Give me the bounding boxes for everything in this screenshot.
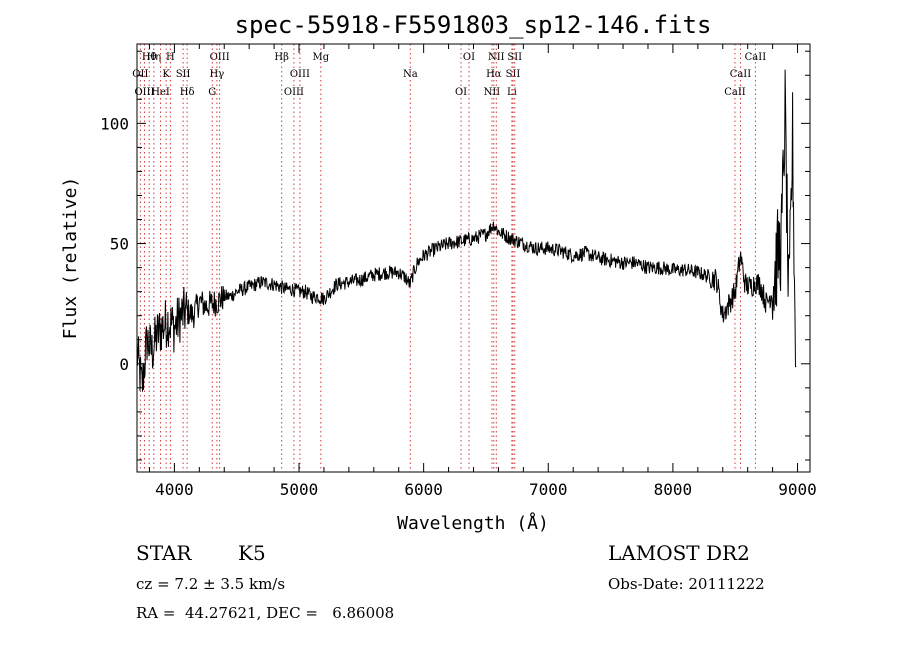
- x-tick-label: 7000: [529, 480, 568, 499]
- marker-label: Hη: [146, 52, 161, 63]
- marker-label: H: [166, 52, 175, 63]
- marker-label: OI: [463, 52, 475, 63]
- x-tick-label: 4000: [155, 480, 194, 499]
- marker-label: NII: [484, 87, 501, 98]
- object-type: STAR: [136, 541, 192, 565]
- marker-label: SII: [506, 69, 521, 80]
- coordinates: RA = 44.27621, DEC = 6.86008: [136, 604, 395, 622]
- x-axis-label: Wavelength (Å): [397, 512, 549, 534]
- marker-label: CaII: [730, 69, 752, 80]
- y-tick-label: 100: [100, 114, 129, 133]
- y-tick-label: 0: [119, 355, 129, 374]
- marker-label: CaII: [724, 87, 746, 98]
- marker-label: OII: [132, 69, 148, 80]
- marker-label: SII: [507, 52, 522, 63]
- marker-label: CaII: [745, 52, 767, 63]
- spectrum-chart: spec-55918-F5591803_sp12-146.fits Hθ OII O…: [60, 11, 817, 534]
- marker-label: Hβ: [274, 52, 289, 63]
- marker-label: OI: [455, 87, 467, 98]
- marker-label: Li: [507, 87, 517, 98]
- marker-label: OIII: [290, 69, 310, 80]
- x-tick-label: 8000: [654, 480, 693, 499]
- subclass: K5: [238, 541, 266, 565]
- marker-label: OIII: [134, 87, 154, 98]
- marker-label: NII: [488, 52, 505, 63]
- marker-label: G: [208, 87, 216, 98]
- chart-title: spec-55918-F5591803_sp12-146.fits: [235, 11, 712, 39]
- y-axis-label: Flux (relative): [60, 177, 81, 340]
- y-tick-label: 50: [110, 235, 129, 254]
- marker-label: OIII: [284, 87, 304, 98]
- line-markers: HθOIIOIIIHηKHeIHSIIHδOIIIHγGHβOIIIOIIIMg…: [132, 44, 766, 472]
- redshift-text: cz = 7.2 ± 3.5 km/s: [136, 575, 286, 593]
- marker-label: OIII: [210, 52, 230, 63]
- survey-label: LAMOST DR2: [608, 541, 750, 565]
- x-tick-label: 5000: [280, 480, 319, 499]
- marker-label: Hα: [486, 69, 502, 80]
- spectrum-line: [136, 69, 797, 392]
- marker-label: Hθ: [142, 52, 157, 63]
- marker-label: Na: [403, 69, 418, 80]
- x-tick-label: 9000: [778, 480, 817, 499]
- plot-frame: [136, 43, 811, 473]
- axes: 4000 5000 6000 7000 8000 9000 0 50 100: [100, 44, 817, 499]
- obs-date: Obs-Date: 20111222: [608, 575, 765, 593]
- marker-label: K: [162, 69, 170, 80]
- x-tick-label: 6000: [404, 480, 443, 499]
- marker-label: HeI: [151, 87, 170, 98]
- marker-label: Hγ: [210, 69, 225, 80]
- marker-label: SII: [176, 69, 191, 80]
- marker-label: Mg: [313, 52, 330, 63]
- marker-label: Hδ: [180, 87, 195, 98]
